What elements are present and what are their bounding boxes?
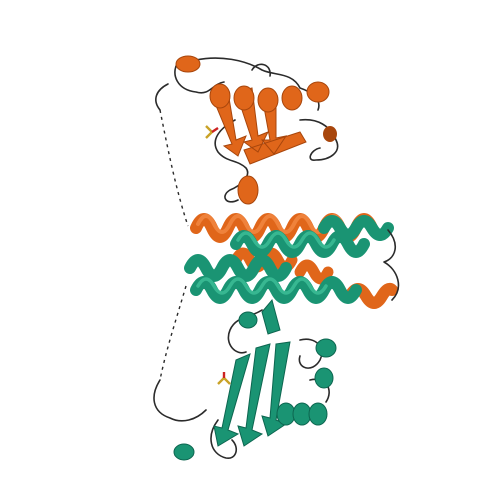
orange-beta-sheet xyxy=(211,87,307,165)
green-helix-bottom xyxy=(173,311,337,461)
green-alpha-helix-2 xyxy=(184,254,362,304)
ligand-sticks xyxy=(205,125,231,385)
orange-helix-top xyxy=(175,55,337,205)
green-coil-loop xyxy=(210,229,400,459)
green-chain xyxy=(173,215,400,461)
green-beta-sheet xyxy=(213,298,291,447)
orange-coil-loop xyxy=(174,57,339,203)
orange-chain xyxy=(174,55,398,309)
missing-residue-links xyxy=(153,83,207,422)
green-alpha-helix-1 xyxy=(230,215,394,258)
